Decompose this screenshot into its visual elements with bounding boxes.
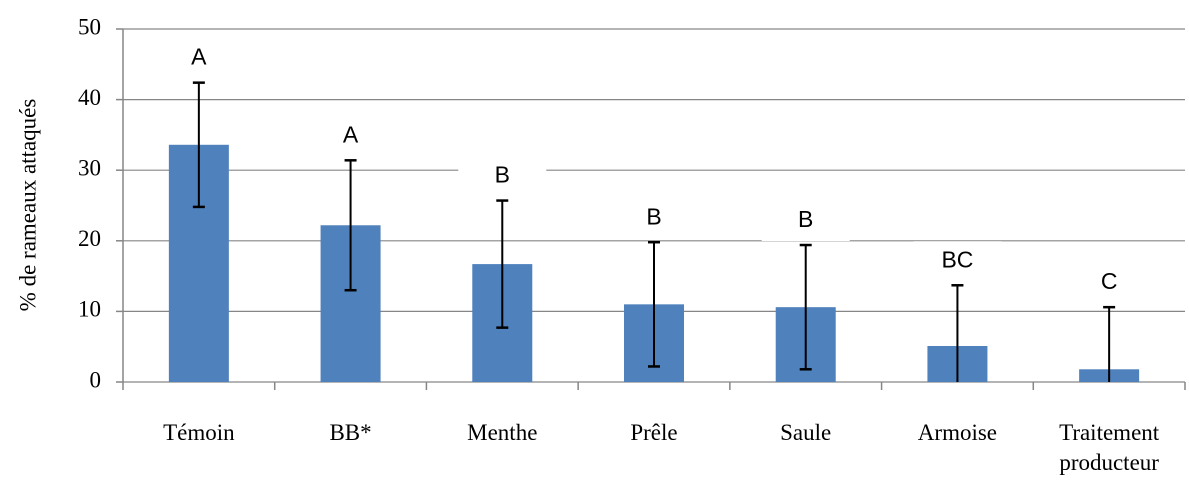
y-tick-label: 20 [78,226,101,251]
annotation: BC [941,246,973,272]
x-tick-label: Traitement producteur [1059,420,1160,475]
annotation: B [646,203,661,229]
annotation: A [191,44,207,70]
x-tick-label: Témoin [163,420,235,445]
annotation-box [913,241,1002,282]
annotation: B [495,162,510,188]
y-tick-label: 0 [90,367,102,392]
annotation-box [458,156,547,197]
annotation-box [1065,263,1154,304]
y-tick-label: 40 [78,85,101,110]
annotation-box [761,201,850,242]
x-tick-label: BB* [329,420,372,445]
annotation: A [343,121,359,147]
y-tick-label: 50 [78,14,101,39]
annotation-box [154,38,243,79]
x-tick-label: Menthe [467,420,538,445]
x-tick-label: Armoise [917,420,998,445]
annotation: C [1101,268,1118,294]
annotation: B [798,206,813,232]
x-tick-label: Prêle [630,420,678,445]
annotation-box [610,198,698,239]
x-tick-label: Saule [780,420,832,445]
y-tick-label: 10 [78,297,101,322]
annotation-box [306,116,395,157]
y-axis-label: % de rameaux attaqués [15,99,40,312]
y-tick-label: 30 [78,155,101,180]
